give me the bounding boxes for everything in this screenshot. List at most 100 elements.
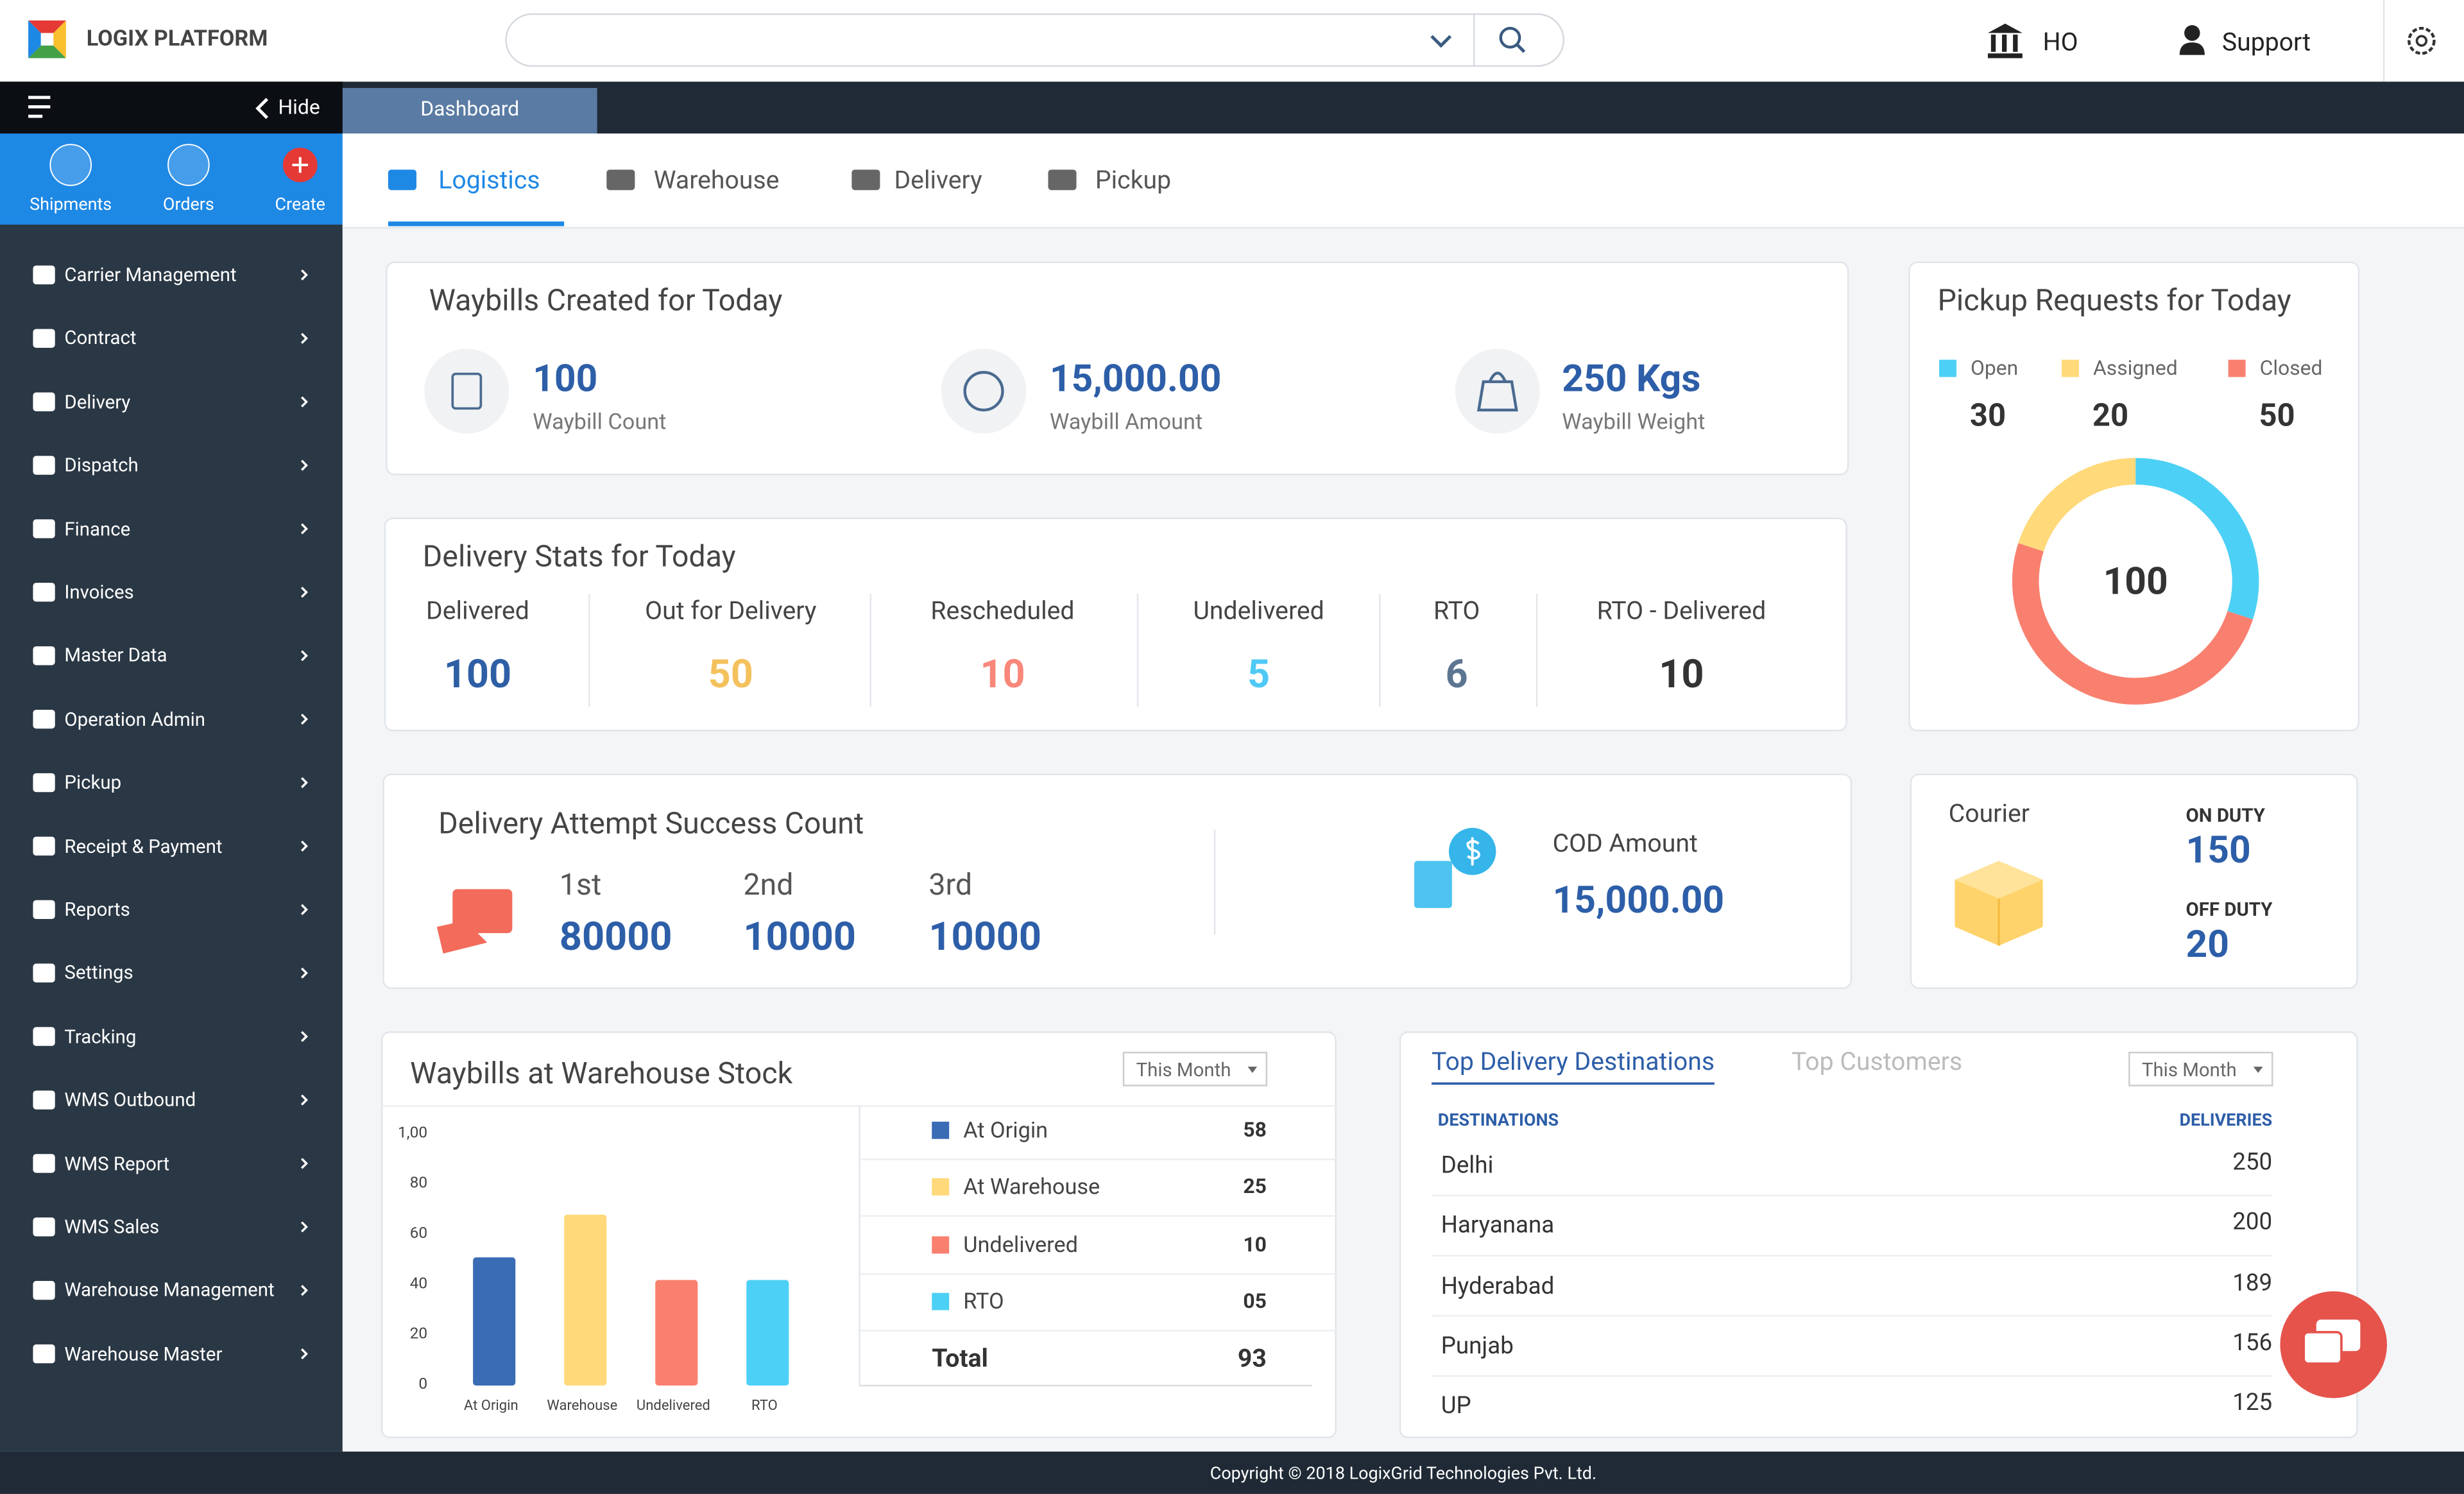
stat-label: Out for Delivery — [645, 595, 817, 626]
duty-value: 20 — [2186, 922, 2229, 966]
settings-button[interactable] — [2408, 26, 2436, 55]
legend-swatch — [1939, 359, 1956, 377]
menu-item[interactable]: Invoices — [64, 581, 134, 603]
menu-item[interactable]: Operation Admin — [64, 708, 206, 730]
destination-count: 125 — [2232, 1388, 2273, 1417]
hide-chevron — [255, 98, 269, 119]
menu-icon — [33, 329, 55, 348]
bar — [746, 1280, 789, 1386]
menu-item[interactable]: Tracking — [64, 1025, 137, 1048]
filter-select-label[interactable]: This Month — [1136, 1058, 1231, 1081]
warehouse-stock-card — [381, 1031, 1337, 1439]
menu-item[interactable]: Pickup — [64, 771, 122, 794]
attempt-value: 10000 — [928, 914, 1041, 961]
destination-name: Hyderabad — [1441, 1271, 1555, 1300]
menu-chevron — [300, 840, 308, 852]
filter-select[interactable] — [1122, 1051, 1268, 1086]
stat-value: 50 — [708, 653, 753, 699]
donut-segment — [2135, 458, 2259, 620]
legend-swatch — [932, 1292, 950, 1310]
subtab[interactable]: Warehouse — [653, 165, 780, 195]
card-title: Waybills Created for Today — [429, 282, 783, 318]
dashboard-tab[interactable]: Dashboard — [420, 98, 520, 122]
duty-label: ON DUTY — [2186, 804, 2265, 827]
menu-item[interactable]: Reports — [64, 898, 130, 921]
menu-icon — [33, 265, 55, 285]
brand: LOGIX PLATFORM — [86, 26, 268, 52]
attempt-label: 3rd — [928, 866, 973, 903]
attempt-icon — [452, 889, 513, 934]
subtab[interactable]: Delivery — [894, 165, 982, 195]
quick-icon[interactable] — [167, 144, 210, 186]
menu-item[interactable]: Contract — [64, 327, 137, 350]
menu-item[interactable]: Delivery — [64, 391, 131, 413]
y-tick-label: 80 — [409, 1175, 428, 1192]
menu-chevron — [300, 1158, 308, 1169]
select-caret — [2253, 1067, 2263, 1073]
menu-item[interactable]: WMS Report — [64, 1152, 170, 1175]
stat-value: 5 — [1247, 653, 1270, 699]
card-title: Pickup Requests for Today — [1937, 282, 2291, 318]
menu-item[interactable]: Warehouse Master — [64, 1343, 223, 1365]
menu-item[interactable]: Carrier Management — [64, 264, 237, 286]
branch[interactable]: HO — [2042, 26, 2078, 57]
menu-item[interactable]: WMS Sales — [64, 1215, 160, 1238]
menu-item[interactable]: Receipt & Payment — [64, 835, 223, 857]
card-tab[interactable]: Top Customers — [1791, 1046, 1963, 1076]
select-caret — [1247, 1067, 1258, 1073]
search-dropdown[interactable] — [1430, 35, 1452, 48]
subtab[interactable]: Logistics — [438, 165, 540, 195]
support[interactable]: Support — [2221, 26, 2311, 57]
legend-value: 05 — [1243, 1290, 1267, 1314]
attempts-card — [382, 773, 1852, 989]
menu-icon — [33, 646, 55, 665]
legend-value: 30 — [1969, 395, 2006, 434]
cod-value: 15,000.00 — [1552, 878, 1725, 922]
search-box[interactable] — [505, 13, 1564, 67]
menu-item[interactable]: WMS Outbound — [64, 1088, 196, 1112]
quick-action[interactable]: Orders — [162, 194, 214, 215]
attempt-value: 10000 — [743, 914, 856, 961]
quick-action[interactable]: Shipments — [30, 194, 112, 215]
logo — [47, 20, 66, 58]
legend-swatch — [932, 1121, 950, 1139]
filter-select-label[interactable]: This Month — [2141, 1058, 2237, 1081]
pickup-card — [1908, 261, 2360, 732]
menu-icon — [33, 773, 55, 793]
quick-action[interactable]: Create — [275, 194, 325, 215]
menu-chevron — [300, 1221, 308, 1233]
x-tick-label: Undelivered — [636, 1398, 710, 1415]
legend-swatch — [932, 1178, 950, 1196]
user-icon — [2179, 42, 2205, 55]
y-tick-label: 60 — [409, 1225, 428, 1243]
menu-chevron — [300, 1094, 308, 1106]
menu-icon — [33, 1344, 55, 1364]
total-value: 93 — [1237, 1343, 1267, 1373]
menu-item[interactable]: Warehouse Management — [64, 1279, 275, 1301]
menu-item[interactable]: Dispatch — [64, 454, 139, 477]
quick-icon[interactable] — [49, 144, 92, 186]
menu-item[interactable]: Master Data — [64, 644, 167, 667]
menu-item[interactable]: Settings — [64, 962, 133, 984]
menu-item[interactable]: Finance — [64, 517, 131, 540]
settings-button — [2415, 35, 2428, 47]
destinations-card — [1399, 1031, 2358, 1439]
menu-chevron — [300, 1348, 308, 1360]
card-title: Waybills at Warehouse Stock — [410, 1054, 793, 1092]
search-button[interactable] — [1499, 26, 1521, 49]
filter-select[interactable] — [2128, 1051, 2273, 1086]
legend-label: Undelivered — [963, 1233, 1078, 1258]
menu-icon — [33, 836, 55, 856]
dashboard-tab-bg[interactable] — [342, 88, 597, 134]
card-tab[interactable]: Top Delivery Destinations — [1432, 1046, 1715, 1076]
stat-icon — [963, 370, 1004, 412]
subtab[interactable]: Pickup — [1095, 165, 1172, 195]
donut-segment — [2018, 458, 2136, 552]
legend-label: Open — [1971, 357, 2019, 381]
footer-bar — [0, 1451, 2464, 1494]
search-button — [1515, 42, 1526, 53]
hide-button[interactable]: Hide — [278, 96, 320, 121]
legend-swatch — [932, 1236, 950, 1254]
duty-label: OFF DUTY — [2186, 898, 2273, 921]
legend-value: 58 — [1243, 1119, 1267, 1143]
